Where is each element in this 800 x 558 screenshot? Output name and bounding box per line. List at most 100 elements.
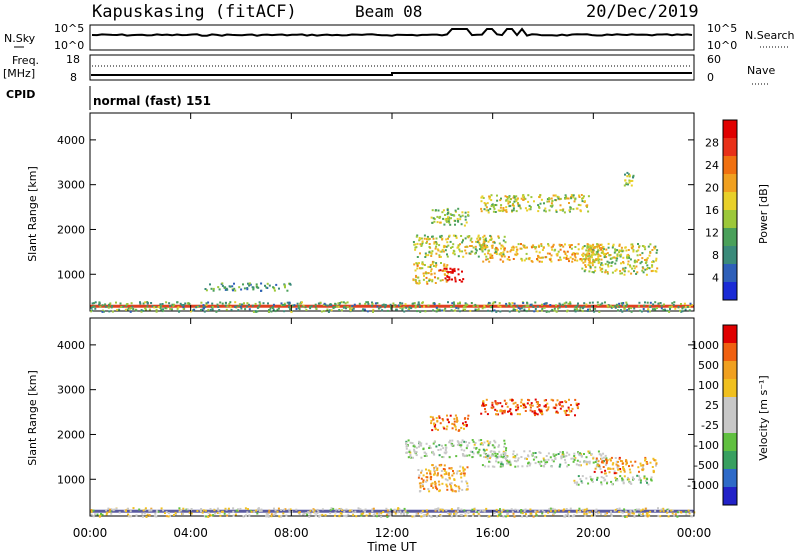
- echo-cell: [355, 515, 358, 518]
- colorbar-swatch: [723, 138, 737, 156]
- echo-cell: [446, 275, 449, 278]
- echo-cell: [611, 305, 614, 308]
- echo-cell: [596, 243, 599, 246]
- echo-cell: [150, 507, 153, 510]
- echo-cell: [564, 514, 567, 517]
- echo-cell: [499, 310, 502, 313]
- echo-cell: [139, 302, 142, 305]
- echo-cell: [219, 514, 222, 517]
- echo-cell: [453, 267, 456, 270]
- echo-cell: [617, 465, 620, 468]
- echo-cell: [470, 245, 473, 247]
- echo-cell: [567, 464, 570, 466]
- echo-cell: [501, 412, 504, 415]
- echo-cell: [401, 308, 404, 311]
- echo-cell: [419, 444, 422, 447]
- echo-cell: [549, 204, 552, 207]
- echo-cell: [541, 412, 544, 415]
- colorbar-tick-label: 16: [705, 204, 719, 217]
- echo-cell: [196, 510, 199, 512]
- echo-cell: [347, 513, 350, 516]
- echo-cell: [627, 513, 630, 516]
- station-title: Kapuskasing (fitACF): [92, 2, 297, 22]
- echo-cell: [473, 508, 476, 511]
- echo-cell: [491, 254, 494, 257]
- echo-cell: [561, 452, 564, 455]
- echo-cell: [609, 458, 612, 461]
- echo-cell: [429, 446, 432, 449]
- echo-cell: [257, 306, 260, 309]
- echo-cell: [469, 245, 472, 247]
- echo-cell: [411, 442, 414, 445]
- echo-cell: [645, 259, 648, 262]
- echo-cell: [447, 421, 450, 424]
- echo-cell: [477, 513, 480, 515]
- echo-cell: [127, 507, 129, 510]
- echo-cell: [498, 242, 501, 245]
- echo-cell: [554, 457, 557, 460]
- echo-cell: [450, 444, 453, 447]
- echo-cell: [414, 246, 417, 249]
- echo-cell: [530, 453, 533, 456]
- echo-cell: [155, 308, 158, 311]
- echo-cell: [638, 246, 640, 249]
- echo-cell: [660, 304, 663, 307]
- echo-cell: [345, 307, 347, 310]
- echo-cell: [605, 462, 608, 465]
- echo-cell: [557, 196, 560, 199]
- echo-cell: [435, 515, 438, 518]
- echo-cell: [351, 308, 354, 311]
- echo-cell: [546, 252, 549, 255]
- echo-cell: [645, 273, 648, 276]
- echo-cell: [262, 302, 265, 305]
- echo-cell: [605, 475, 608, 477]
- echo-cell: [378, 512, 381, 515]
- echo-cell: [444, 214, 446, 216]
- echo-cell: [480, 442, 483, 445]
- echo-cell: [503, 439, 506, 442]
- echo-cell: [495, 413, 498, 416]
- echo-cell: [429, 472, 432, 475]
- echo-cell: [125, 303, 128, 306]
- echo-cell: [608, 261, 611, 264]
- echo-cell: [463, 472, 466, 475]
- echo-cell: [486, 202, 489, 205]
- echo-cell: [407, 439, 410, 442]
- echo-cell: [423, 487, 425, 490]
- echo-cell: [456, 440, 459, 443]
- echo-cell: [376, 302, 379, 305]
- echo-cell: [502, 508, 505, 511]
- echo-cell: [181, 304, 184, 307]
- echo-cell: [464, 218, 467, 221]
- echo-cell: [466, 514, 469, 517]
- echo-cell: [574, 414, 576, 417]
- echo-cell: [499, 252, 502, 255]
- echo-cell: [580, 455, 583, 458]
- beam-title: Beam 08: [355, 2, 422, 21]
- echo-cell: [453, 309, 456, 312]
- echo-cell: [552, 513, 555, 516]
- echo-cell: [577, 243, 580, 246]
- echo-cell: [502, 253, 505, 256]
- colorbar-swatch: [723, 282, 737, 300]
- echo-cell: [323, 302, 326, 305]
- echo-cell: [602, 452, 605, 455]
- echo-cell: [552, 460, 555, 463]
- echo-cell: [416, 267, 419, 270]
- echo-cell: [606, 252, 609, 255]
- echo-cell: [680, 310, 683, 313]
- echo-cell: [418, 442, 421, 445]
- echo-cell: [577, 203, 580, 206]
- echo-cell: [301, 301, 303, 304]
- echo-cell: [493, 241, 496, 244]
- echo-cell: [474, 245, 477, 248]
- echo-cell: [455, 512, 458, 515]
- echo-cell: [503, 456, 506, 459]
- echo-cell: [567, 302, 570, 305]
- echo-cell: [238, 303, 241, 306]
- echo-cell: [559, 258, 562, 261]
- echo-cell: [435, 243, 438, 246]
- echo-cell: [246, 287, 249, 289]
- echo-cell: [165, 510, 168, 513]
